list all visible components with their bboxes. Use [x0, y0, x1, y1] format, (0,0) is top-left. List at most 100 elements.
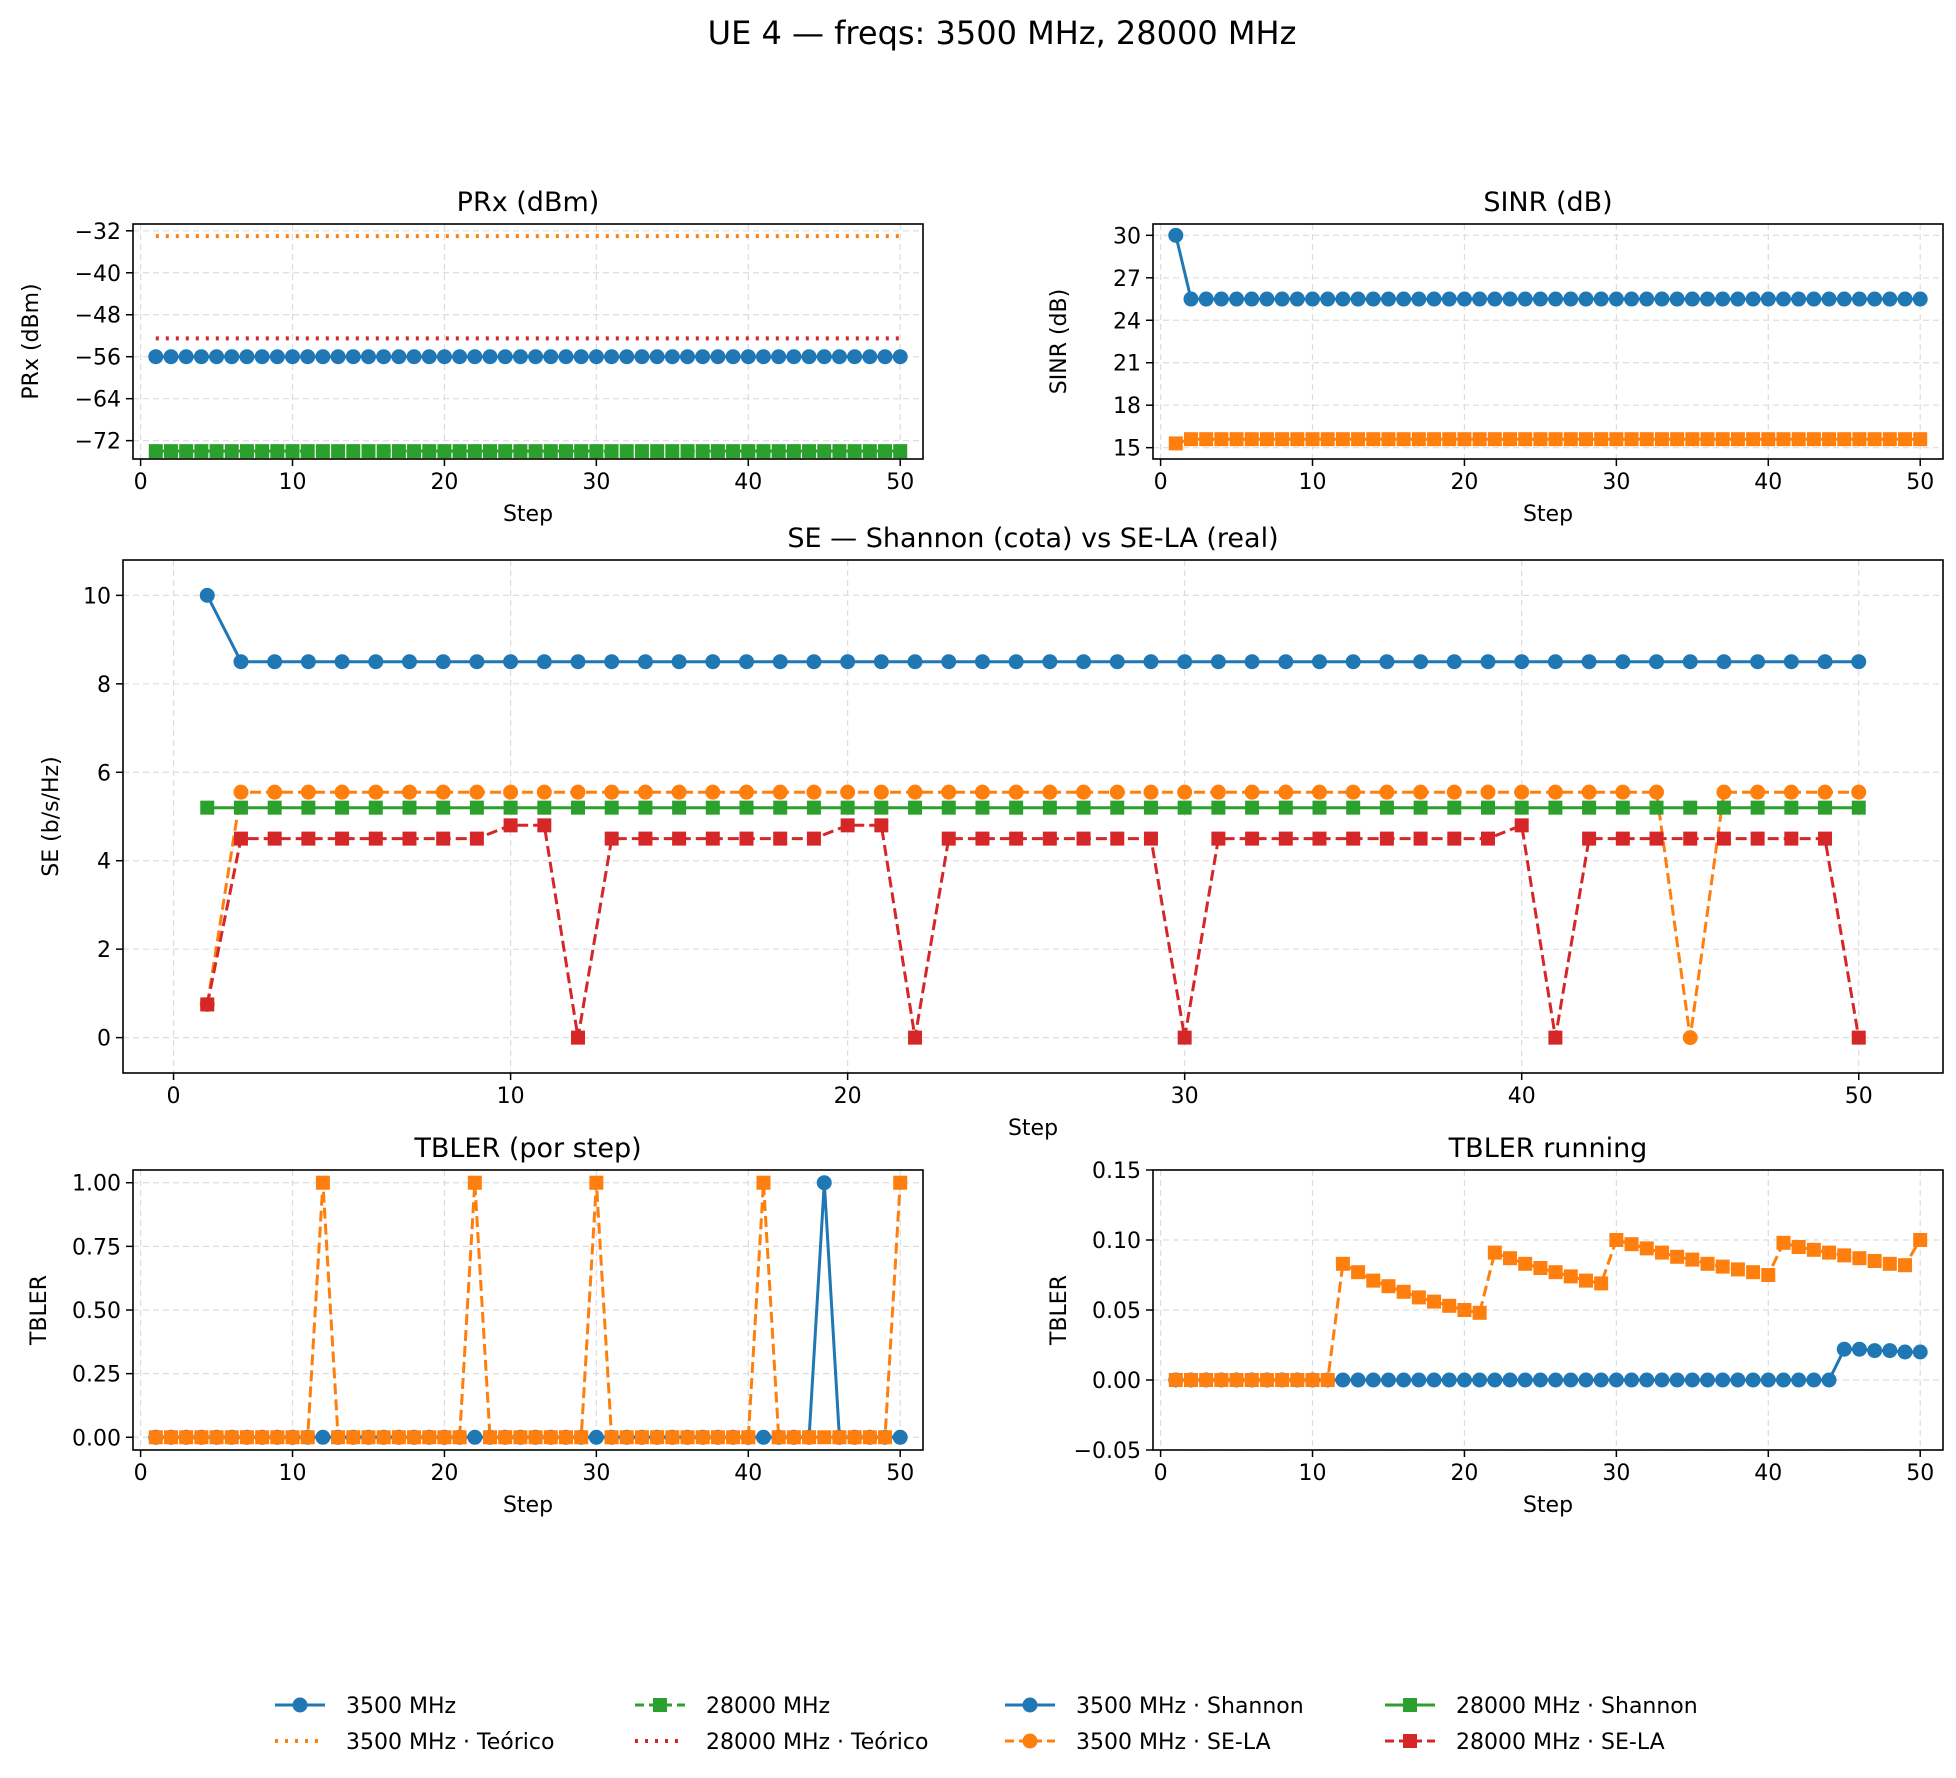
data-point [1345, 654, 1361, 670]
data-point [1578, 432, 1593, 447]
legend-marker [292, 1697, 308, 1713]
y-tick-label: −0.05 [1074, 1439, 1141, 1464]
data-point [528, 444, 543, 459]
data-point [1380, 1372, 1396, 1388]
y-tick-label: −64 [75, 388, 121, 413]
series-3 [200, 800, 1866, 815]
data-point [1897, 1344, 1913, 1360]
data-point [315, 1175, 330, 1190]
data-point [1898, 432, 1913, 447]
data-point [1836, 1341, 1852, 1357]
data-point [536, 784, 552, 800]
data-point [908, 800, 923, 815]
data-point [1685, 1252, 1700, 1267]
data-point [801, 349, 817, 365]
data-point [1836, 291, 1852, 307]
data-point [1791, 432, 1806, 447]
y-tick-label: 0.10 [1092, 1229, 1141, 1254]
data-point [402, 831, 417, 846]
data-point [1305, 432, 1320, 447]
data-point [650, 1430, 665, 1445]
data-point [1381, 1279, 1396, 1294]
data-point [772, 784, 788, 800]
data-point [1199, 432, 1214, 447]
data-point [498, 1430, 513, 1445]
data-point [1198, 291, 1214, 307]
data-point [469, 831, 484, 846]
data-point [270, 444, 285, 459]
data-point [873, 784, 889, 800]
data-point [664, 349, 680, 365]
data-point [407, 444, 422, 459]
data-point [1882, 432, 1897, 447]
data-point [1366, 1273, 1381, 1288]
data-point [739, 784, 755, 800]
data-point [1582, 800, 1597, 815]
data-point [878, 1430, 893, 1445]
y-axis-label: TBLER [27, 1275, 52, 1346]
data-point [802, 1430, 817, 1445]
data-point [1244, 1373, 1259, 1387]
data-point [1563, 291, 1579, 307]
data-point [179, 1430, 194, 1445]
data-point [334, 784, 350, 800]
data-point [422, 444, 437, 459]
data-point [1379, 831, 1394, 846]
data-point [1784, 800, 1799, 815]
data-point [802, 444, 817, 459]
data-point [1413, 831, 1428, 846]
data-point [558, 444, 573, 459]
data-point [1456, 1372, 1472, 1388]
data-point [1380, 291, 1396, 307]
data-point [1615, 800, 1630, 815]
data-point [1649, 784, 1665, 800]
x-tick-label: 40 [1508, 1084, 1536, 1109]
data-point [1517, 1372, 1533, 1388]
data-point [1442, 1298, 1457, 1313]
data-point [1649, 654, 1665, 670]
data-point [346, 1430, 361, 1445]
data-point [756, 1175, 771, 1190]
series-2 [199, 784, 1867, 1046]
data-point [335, 800, 350, 815]
data-point [649, 349, 665, 365]
data-point [1411, 291, 1427, 307]
data-point [209, 1430, 224, 1445]
data-point [331, 1430, 346, 1445]
data-point [840, 654, 856, 670]
data-point [376, 1430, 391, 1445]
data-point [1214, 432, 1229, 447]
data-point [1730, 1262, 1745, 1277]
data-point [634, 444, 649, 459]
legend-label: 3500 MHz [346, 1694, 456, 1719]
data-point [233, 784, 249, 800]
data-point [725, 349, 741, 365]
data-point [1213, 291, 1229, 307]
data-point [1563, 1372, 1579, 1388]
legend-marker [1403, 1734, 1417, 1748]
x-tick-label: 30 [1602, 1461, 1630, 1486]
data-point [421, 349, 437, 365]
data-point [892, 1429, 908, 1445]
data-point [376, 444, 391, 459]
y-tick-label: 21 [1113, 352, 1141, 377]
data-point [1682, 654, 1698, 670]
data-point [1289, 291, 1305, 307]
data-point [1548, 1372, 1564, 1388]
data-point [1761, 432, 1776, 447]
data-point [233, 800, 248, 815]
data-point [1716, 800, 1731, 815]
data-point [817, 444, 832, 459]
legend-entry: 3500 MHz [275, 1694, 456, 1719]
y-tick-label: 30 [1113, 224, 1141, 249]
data-point [680, 1430, 695, 1445]
data-point [1582, 831, 1597, 846]
plot-area [1168, 1233, 1928, 1388]
data-point [498, 444, 513, 459]
data-point [1320, 1373, 1335, 1387]
data-point [974, 784, 990, 800]
axes-frame [132, 223, 924, 460]
data-point [1245, 800, 1260, 815]
data-point [570, 784, 586, 800]
data-point [1750, 654, 1766, 670]
